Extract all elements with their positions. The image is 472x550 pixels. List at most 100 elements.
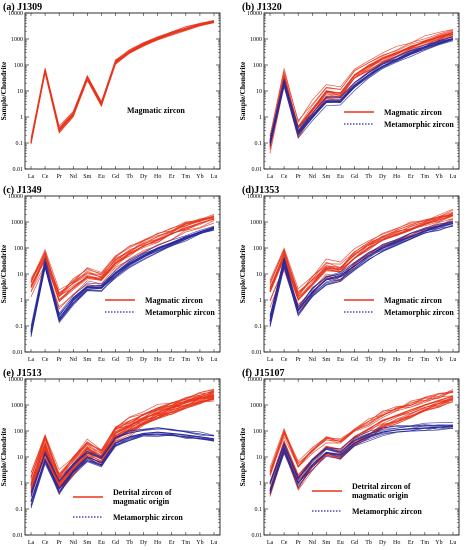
x-tick-label: Tb: [365, 174, 372, 180]
series-line-metamorphic: [269, 36, 454, 140]
x-tick-label: La: [28, 357, 35, 363]
x-tick-label: Gd: [112, 357, 119, 363]
panel-frame: [24, 195, 221, 353]
series-line-metamorphic-main: [269, 425, 454, 491]
x-tick-label: La: [28, 174, 35, 180]
y-tick-label: 100: [253, 246, 262, 252]
x-tick-label: Tb: [365, 540, 372, 546]
series-line-magmatic: [30, 391, 215, 477]
x-tick-label: La: [28, 540, 35, 546]
y-tick-label: 0.1: [16, 507, 24, 513]
x-tick-label: La: [267, 174, 274, 180]
y-tick-label: 10: [256, 455, 262, 461]
series-line-metamorphic: [30, 228, 215, 337]
legend-label-magmatic: Detrital zircon of magmatic origin: [113, 488, 172, 506]
series-line-metamorphic-main: [30, 431, 215, 502]
y-tick-label: 1: [20, 481, 23, 487]
panel-title: (c) J1349: [3, 185, 42, 196]
series-lines: [269, 29, 454, 154]
series-line-magmatic: [30, 216, 215, 291]
series-line-metamorphic: [30, 225, 215, 327]
y-tick-label: 10000: [247, 11, 262, 17]
y-tick-label: 0.01: [252, 350, 263, 356]
series-line-magmatic: [30, 389, 215, 479]
series-line-magmatic: [269, 388, 454, 476]
x-tick-label: Tb: [126, 174, 133, 180]
legend-label-magmatic: Magmatic zircon: [145, 296, 203, 305]
x-tick-label: Tm: [421, 174, 430, 180]
x-tick-label: Eu: [337, 357, 344, 363]
y-tick-label: 0.01: [13, 350, 24, 356]
y-tick-label: 100: [14, 246, 23, 252]
series-line-magmatic: [269, 29, 454, 137]
x-tick-label: Lu: [211, 357, 218, 363]
x-tick-label: Ho: [154, 540, 161, 546]
series-line-metamorphic: [30, 427, 215, 492]
x-tick-label: Eu: [98, 174, 105, 180]
panel-f: (f) J15107 0.01 0.1 1 10 100 1000 10000 Sample/C…: [238, 368, 460, 546]
series-line-magmatic: [269, 211, 454, 293]
series-line-metamorphic: [30, 226, 215, 331]
y-tick-label: 10000: [247, 377, 262, 383]
y-tick-label: 100: [14, 63, 23, 69]
y-tick-label: 10000: [8, 11, 23, 17]
x-tick-label: Yb: [196, 357, 203, 363]
x-tick-label: Ce: [42, 540, 49, 546]
legend: Magmatic zircon: [127, 106, 185, 115]
series-lines: [30, 388, 215, 509]
series-line-magmatic: [30, 213, 215, 297]
x-tick-label: Tm: [182, 174, 191, 180]
x-tick-label: Lu: [450, 540, 457, 546]
series-line-magmatic: [269, 391, 454, 469]
x-tick-label: Ho: [393, 357, 400, 363]
panel-frame: [24, 12, 221, 170]
x-tick-label: Er: [408, 540, 414, 546]
series-line-metamorphic: [269, 424, 454, 485]
series-line-metamorphic-main: [269, 38, 454, 144]
x-tick-label: Er: [408, 357, 414, 363]
series-line-magmatic-main: [30, 394, 215, 486]
series-line-magmatic: [30, 22, 215, 144]
series-line-magmatic: [30, 222, 215, 308]
y-tick-label: 100: [14, 429, 23, 435]
series-lines: [30, 20, 215, 145]
x-tick-label: Ho: [393, 174, 400, 180]
x-tick-label: Nd: [70, 540, 77, 546]
series-line-magmatic: [30, 395, 215, 486]
x-tick-label: Sm: [322, 357, 330, 363]
panel-title: (f) J15107: [242, 368, 285, 379]
x-tick-label: Er: [169, 174, 175, 180]
x-tick-label: Nd: [70, 174, 77, 180]
x-tick-label: Gd: [112, 540, 119, 546]
x-tick-label: Tm: [182, 540, 191, 546]
y-tick-label: 10: [17, 272, 23, 278]
series-line-magmatic: [30, 220, 215, 310]
x-tick-label: Nd: [309, 540, 316, 546]
y-axis-label: Sample/Chondrite: [238, 244, 247, 303]
legend: Magmatic zircon Metamorphic zircon: [344, 108, 454, 129]
x-tick-label: Er: [169, 357, 175, 363]
y-tick-label: 10000: [247, 194, 262, 200]
panel-d: (d)J1353 0.01 0.1 1 10 100 1000 10000 Sample/Cho…: [238, 185, 460, 363]
x-tick-label: Pr: [56, 540, 61, 546]
x-tick-label: Ce: [281, 174, 288, 180]
x-tick-label: Tb: [126, 357, 133, 363]
series-line-metamorphic: [269, 426, 454, 495]
x-tick-label: Nd: [309, 357, 316, 363]
x-tick-label: Gd: [112, 174, 119, 180]
y-tick-label: 1000: [250, 37, 262, 43]
x-tick-label: Sm: [83, 357, 91, 363]
panel-title: (e) J1513: [3, 368, 42, 379]
x-tick-label: Yb: [196, 174, 203, 180]
x-tick-label: Tb: [126, 540, 133, 546]
y-tick-label: 10000: [8, 194, 23, 200]
series-line-metamorphic-main: [269, 222, 454, 322]
x-tick-label: Sm: [322, 174, 330, 180]
legend-label-metamorphic: Metamorphic zircon: [384, 120, 454, 129]
series-line-magmatic-main: [30, 21, 215, 144]
series-line-magmatic: [269, 213, 454, 298]
panel-title: (d)J1353: [242, 185, 279, 196]
legend: Detrital zircon of magmatic origin Metamor…: [312, 482, 422, 516]
panel-e: (e) J1513 0.01 0.1 1 10 100 1000 10000 Sample/Ch…: [0, 368, 221, 546]
